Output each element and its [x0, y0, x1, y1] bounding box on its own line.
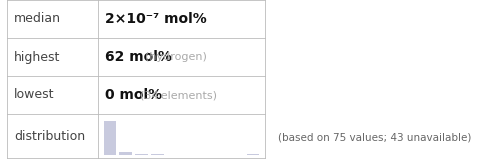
Text: (hydrogen): (hydrogen) — [145, 52, 207, 62]
Bar — [135, 154, 148, 155]
Text: 62 mol%: 62 mol% — [105, 50, 172, 64]
Text: 0 mol%: 0 mol% — [105, 88, 162, 102]
Text: (34 elements): (34 elements) — [140, 90, 217, 100]
Bar — [151, 154, 164, 155]
Bar — [120, 152, 132, 155]
Bar — [104, 121, 116, 155]
Text: highest: highest — [14, 51, 60, 63]
Text: (based on 75 values; 43 unavailable): (based on 75 values; 43 unavailable) — [278, 132, 471, 142]
Text: lowest: lowest — [14, 89, 55, 101]
Text: median: median — [14, 13, 61, 25]
Bar — [247, 154, 259, 155]
Text: distribution: distribution — [14, 129, 85, 142]
Text: 2×10⁻⁷ mol%: 2×10⁻⁷ mol% — [105, 12, 207, 26]
